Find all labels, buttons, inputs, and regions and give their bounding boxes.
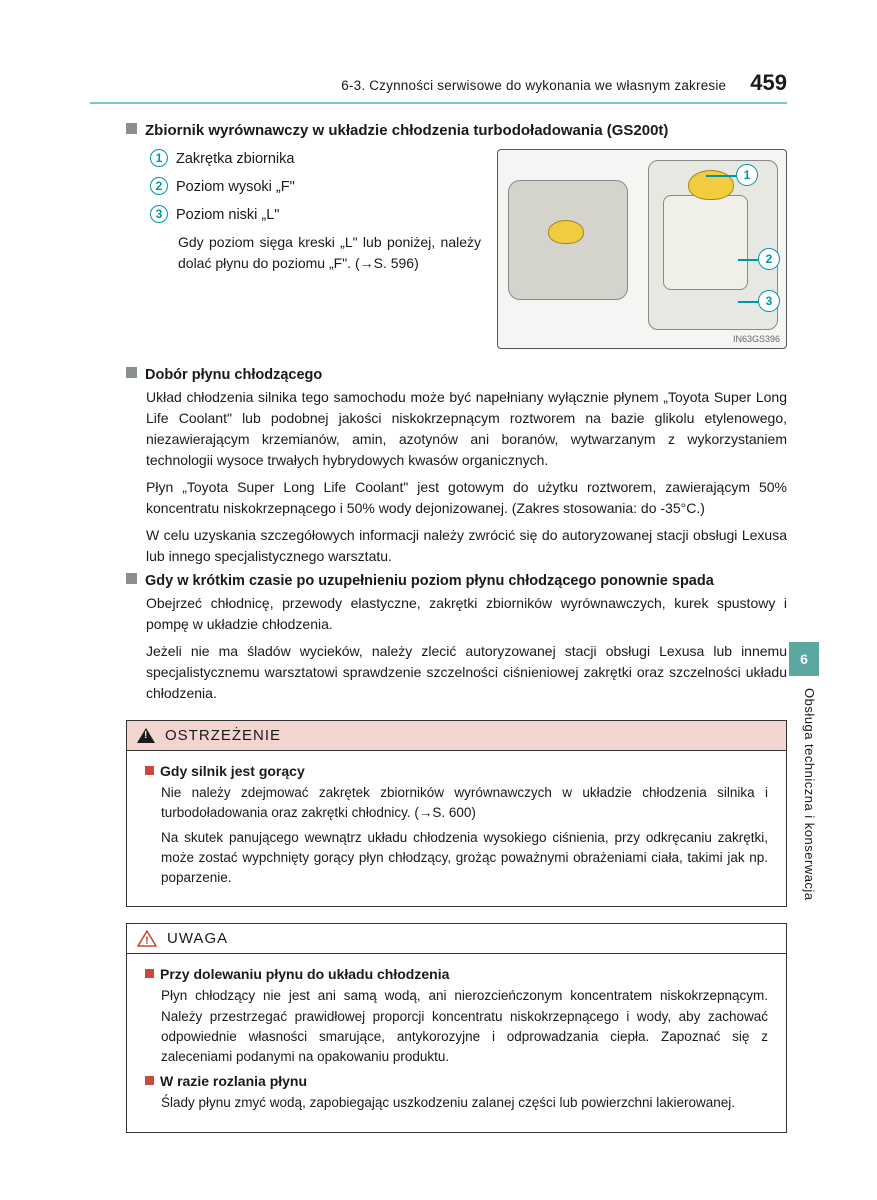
main-section-title: Zbiornik wyrównawczy w układzie chłodzen… [126,122,787,139]
square-bullet-icon [126,123,137,134]
warning-box: ! OSTRZEŻENIE Gdy silnik jest gorący Nie… [126,720,787,907]
info-paragraph: Jeżeli nie ma śladów wycieków, należy zl… [146,641,787,704]
caution-box: ! UWAGA Przy dolewaniu płynu do układu c… [126,923,787,1132]
engine-diagram: 1 2 3 IN63GS396 [497,149,787,349]
info-paragraph: W celu uzyskania szczegółowych informacj… [146,525,787,567]
caution-text: Płyn chłodzący nie jest ani samą wodą, a… [161,986,768,1067]
red-square-bullet-icon [145,766,154,775]
circle-number-icon: 2 [150,177,168,195]
section-breadcrumb: 6-3. Czynności serwisowe do wykonania we… [341,78,726,93]
page-header: 6-3. Czynności serwisowe do wykonania we… [90,70,787,104]
callout-1: 1 [736,164,758,186]
yellow-cap-small [548,220,584,244]
warning-content: Gdy silnik jest gorący Nie należy zdejmo… [127,751,786,906]
chapter-tab: 6 [789,642,819,676]
warning-triangle-icon: ! [137,728,155,743]
engine-diagram-container: 1 2 3 IN63GS396 [497,149,787,349]
warning-text: Nie należy zdejmować zakrętek zbiorników… [161,783,768,824]
chapter-side-label: Obsługa techniczna i konserwacja [802,688,817,901]
reservoir-tank [663,195,748,290]
red-square-bullet-icon [145,969,154,978]
info-paragraph: Obejrzeć chłodnicę, przewody elastyczne,… [146,593,787,635]
callout-3: 3 [758,290,780,312]
list-item-2: 2 Poziom wysoki „F" [150,177,481,199]
caution-content: Przy dolewaniu płynu do układu chłodzeni… [127,954,786,1131]
diagram-id-label: IN63GS396 [733,334,780,344]
content-row: 1 Zakrętka zbiornika 2 Poziom wysoki „F"… [150,149,787,349]
caution-triangle-icon: ! [137,930,157,947]
caution-text: Ślady płynu zmyć wodą, zapobiegając uszk… [161,1093,768,1113]
list-item-1: 1 Zakrętka zbiornika [150,149,481,171]
svg-text:!: ! [145,935,149,947]
coolant-selection-block: Dobór płynu chłodzącego Układ chłodzenia… [126,367,787,567]
red-square-bullet-icon [145,1076,154,1085]
callout-2: 2 [758,248,780,270]
square-bullet-icon [126,573,137,584]
coolant-drop-block: Gdy w krótkim czasie po uzupełnieniu poz… [126,573,787,704]
circle-number-icon: 1 [150,149,168,167]
square-bullet-icon [126,367,137,378]
info-paragraph: Płyn „Toyota Super Long Life Coolant" je… [146,477,787,519]
circle-number-icon: 3 [150,205,168,223]
warning-text: Na skutek panującego wewnątrz układu chł… [161,828,768,889]
warning-header: ! OSTRZEŻENIE [127,721,786,751]
caution-header: ! UWAGA [127,924,786,954]
note-text: Gdy poziom sięga kreski „L" lub poniżej,… [178,232,481,274]
info-paragraph: Układ chłodzenia silnika tego samochodu … [146,387,787,471]
page-number: 459 [750,70,787,96]
numbered-list: 1 Zakrętka zbiornika 2 Poziom wysoki „F"… [150,149,481,349]
list-item-3: 3 Poziom niski „L" [150,205,481,227]
